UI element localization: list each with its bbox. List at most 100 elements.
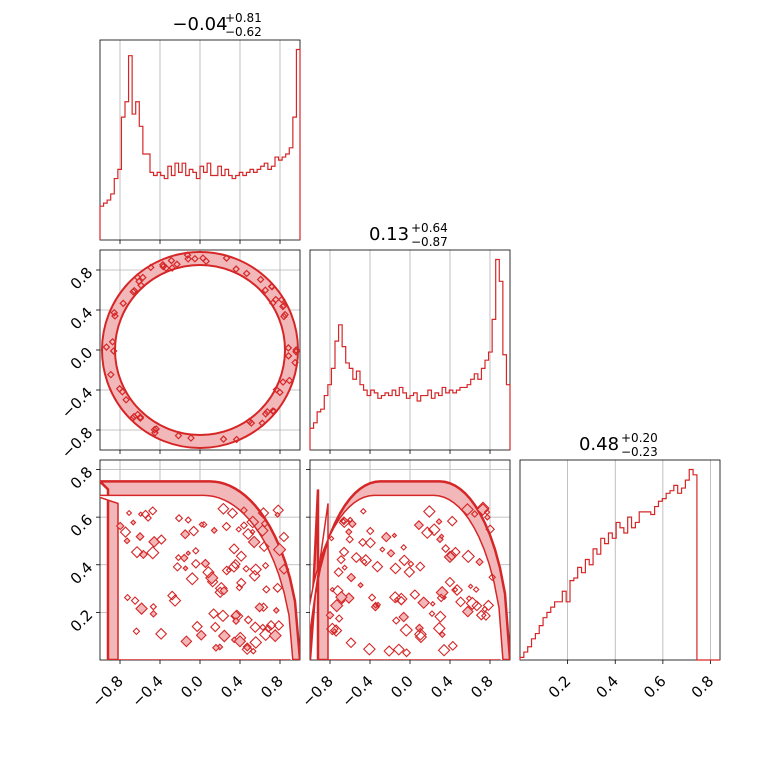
contour-island (413, 627, 427, 641)
contour-island (247, 535, 261, 549)
contour-island (191, 254, 199, 263)
contour-island (128, 414, 137, 423)
contour-island (335, 590, 348, 604)
contour-island (272, 542, 287, 557)
contour-island (173, 260, 181, 269)
contour-island (460, 503, 474, 516)
contour-island (364, 537, 376, 549)
contour-island (242, 642, 252, 652)
contour-island (167, 256, 176, 265)
contour-island (339, 516, 349, 526)
contour-island (471, 600, 483, 612)
contour-island (359, 507, 367, 515)
contour-island (291, 358, 299, 367)
contour-island (330, 598, 344, 613)
contour-island (246, 515, 260, 529)
tick-label-y: 0.6 (67, 511, 97, 541)
contour-island (434, 610, 447, 623)
contour-island (367, 593, 377, 602)
contour-island (379, 546, 386, 553)
contour-island (150, 425, 159, 434)
contour-island (258, 602, 269, 612)
title-param-2-minus: −0.87 (411, 235, 448, 249)
contour-island (254, 602, 265, 613)
contour-island (366, 526, 375, 536)
contour-island (380, 531, 392, 543)
contour-island (232, 435, 241, 444)
contour-island (329, 586, 336, 593)
contour-island (325, 610, 335, 620)
contour-island (130, 596, 140, 606)
contour-island (137, 511, 144, 517)
contour-island (338, 516, 350, 529)
contour-island (461, 549, 476, 564)
contour-island (345, 528, 353, 536)
contour-island (257, 507, 270, 519)
tick-label-y: 0.8 (67, 264, 97, 294)
contour-island (245, 417, 254, 426)
contour-island (483, 508, 491, 516)
title-param-1-plus: +0.81 (225, 11, 262, 25)
contour-island (272, 385, 281, 394)
contour-island (341, 564, 348, 571)
contour-island (243, 615, 253, 625)
contour-island (333, 567, 344, 578)
contour-island (374, 601, 382, 608)
contour-island (184, 516, 192, 524)
contour-island (278, 563, 290, 575)
contour-island (261, 561, 270, 570)
contour-island (334, 614, 344, 623)
contour-island (407, 560, 415, 568)
contour-island (130, 545, 144, 559)
contour-group (310, 480, 510, 660)
contour-island (191, 547, 200, 555)
tick-label-y: 0.2 (67, 606, 97, 636)
contour-island (222, 254, 231, 262)
contour-island (119, 526, 132, 538)
contour-island (221, 565, 232, 576)
contour-island (195, 629, 207, 641)
contour-island (249, 563, 263, 576)
contour-island (281, 310, 289, 319)
contour-island (119, 299, 128, 308)
tick-label-x: 0.4 (217, 672, 247, 702)
contour-island (156, 534, 167, 545)
contour-island (392, 616, 401, 625)
panel-hist-2 (309, 249, 511, 454)
contour-island (109, 347, 118, 355)
contour-island (146, 546, 160, 560)
contour-island (102, 343, 111, 351)
contour-group (101, 251, 300, 449)
contour-island (292, 346, 300, 354)
contour-island (343, 592, 355, 604)
contour-island (130, 519, 137, 526)
contour-island (488, 573, 497, 582)
contour-island (241, 643, 253, 655)
contour-island (347, 519, 357, 529)
contour-island (249, 528, 256, 535)
contour-island (461, 605, 474, 618)
panel-frame (309, 249, 511, 451)
contour-island (399, 623, 414, 637)
contour-island (271, 295, 280, 304)
contour-island (168, 264, 177, 272)
contour-island (123, 593, 132, 602)
contour-island (115, 521, 125, 531)
contour-island (239, 521, 249, 530)
contour-island (180, 529, 191, 540)
contour-island (226, 507, 239, 519)
contour-island (278, 531, 290, 543)
contour-island (200, 520, 208, 529)
contour-island (345, 535, 354, 544)
contour-island (202, 565, 215, 579)
contour-island (392, 643, 405, 656)
contour-island (211, 643, 220, 652)
contour-island (389, 562, 402, 575)
contour-island (284, 344, 293, 352)
contour-island (400, 544, 408, 551)
tick-label-x: −0.4 (338, 672, 376, 710)
contour-island (398, 554, 411, 567)
contour-island (202, 257, 211, 266)
contour-island (258, 419, 267, 428)
contour-island (467, 583, 474, 590)
